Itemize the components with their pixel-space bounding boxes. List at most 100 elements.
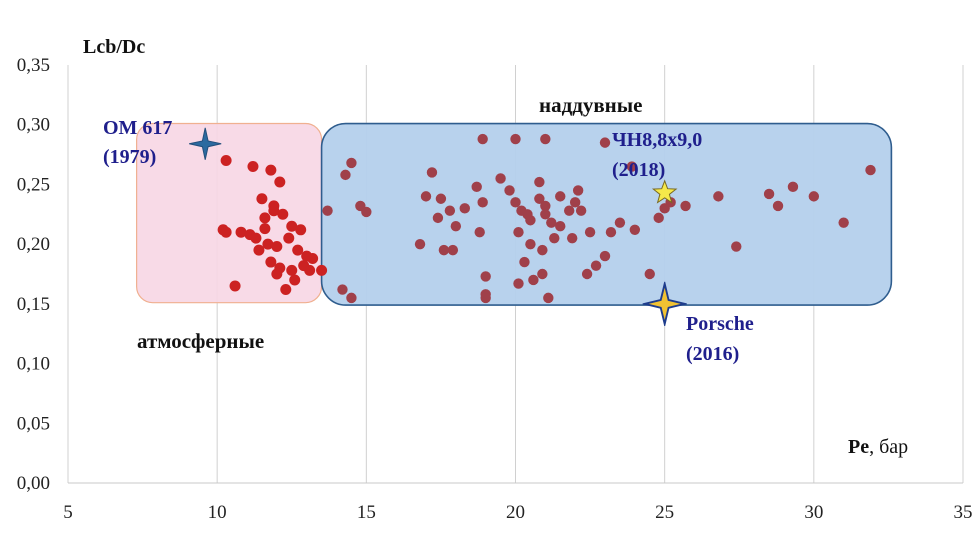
data-point-turbo (504, 185, 515, 196)
data-point-turbo (534, 193, 545, 204)
data-point-turbo (680, 200, 691, 212)
data-point-turbo (337, 284, 348, 295)
data-point-atmospheric (265, 256, 277, 268)
data-point-atmospheric (271, 268, 283, 280)
data-point-turbo (534, 176, 545, 188)
data-point-turbo (546, 217, 557, 228)
data-point-turbo (537, 244, 548, 256)
data-point-turbo (340, 169, 351, 181)
axis-layer: 5 10 15 20 25 30 35 0,00 0,05 0,10 0,15 0,20 0,25 0,3… (17, 55, 973, 523)
data-point-turbo (432, 212, 444, 224)
data-point-atmospheric (235, 226, 247, 238)
y-tick-label: 0,20 (17, 234, 50, 255)
data-point-atmospheric (265, 164, 277, 176)
x-tick-label: 10 (208, 502, 227, 523)
x-axis-title-unit: , бар (869, 436, 908, 458)
data-point-turbo (713, 191, 724, 202)
data-point-turbo (513, 227, 524, 238)
data-point-turbo (566, 232, 578, 244)
data-point-turbo (584, 227, 596, 238)
data-point-atmospheric (268, 205, 280, 217)
x-axis-title: Pe, бар (848, 436, 908, 458)
data-point-atmospheric (250, 232, 262, 244)
data-point-turbo (513, 278, 524, 289)
data-point-atmospheric (280, 284, 292, 296)
engine-label-ch88-name: ЧН8,8х9,0 (612, 129, 702, 151)
data-point-turbo (414, 238, 426, 250)
y-tick-label: 0,35 (17, 55, 50, 76)
data-point-turbo (564, 205, 575, 216)
data-point-turbo (865, 164, 876, 176)
y-axis-title: Lcb/Dc (83, 36, 145, 58)
data-point-turbo (346, 292, 357, 304)
data-point-turbo (653, 212, 664, 224)
data-point-turbo (525, 215, 536, 226)
x-tick-label: 30 (804, 502, 823, 523)
data-point-atmospheric (286, 220, 298, 232)
engine-label-porsche-year: (2016) (686, 343, 739, 365)
data-point-turbo (477, 133, 488, 145)
data-point-atmospheric (271, 241, 283, 253)
data-point-turbo (644, 268, 655, 280)
data-point-atmospheric (274, 176, 286, 188)
data-point-turbo (575, 205, 587, 216)
data-point-turbo (450, 221, 462, 232)
data-point-atmospheric (316, 264, 328, 276)
data-point-atmospheric (307, 252, 319, 264)
data-point-turbo (426, 167, 438, 178)
data-point-atmospheric (277, 208, 289, 220)
y-tick-label: 0,05 (17, 413, 50, 434)
data-point-atmospheric (283, 232, 295, 244)
data-point-atmospheric (292, 244, 304, 256)
marker-layer (189, 127, 687, 327)
data-point-turbo (510, 133, 521, 145)
data-point-atmospheric (220, 226, 232, 238)
data-point-turbo (510, 197, 521, 208)
data-point-atmospheric (220, 155, 232, 167)
data-point-turbo (808, 191, 820, 202)
data-point-atmospheric (256, 193, 268, 205)
data-point-atmospheric (289, 274, 301, 286)
data-point-turbo (346, 157, 357, 169)
engine-label-om617-name: ОМ 617 (103, 117, 172, 139)
x-tick-label: 20 (506, 502, 525, 523)
data-point-turbo (435, 193, 447, 204)
data-point-turbo (537, 268, 548, 280)
data-point-atmospheric (262, 238, 274, 250)
data-point-turbo (772, 200, 784, 212)
data-point-turbo (495, 173, 506, 184)
region-turbo (320, 122, 893, 306)
data-point-turbo (629, 224, 641, 236)
data-point-turbo (626, 161, 638, 172)
data-point-turbo (471, 181, 482, 193)
data-point-turbo (605, 227, 617, 238)
engine-label-porsche-name: Porsche (686, 313, 754, 335)
data-point-turbo (540, 200, 551, 212)
data-point-turbo (361, 206, 372, 218)
data-point-turbo (549, 232, 560, 244)
data-point-atmospheric (304, 264, 316, 276)
data-point-turbo (614, 217, 626, 228)
data-point-turbo (543, 292, 554, 304)
data-point-turbo (763, 188, 775, 200)
y-tick-label: 0,10 (17, 354, 50, 375)
data-point-turbo (555, 191, 566, 202)
data-point-atmospheric (259, 212, 271, 224)
data-point-turbo (438, 244, 450, 256)
data-point-turbo (581, 268, 593, 280)
data-point-turbo (420, 191, 432, 202)
y-tick-label: 0,25 (17, 174, 50, 195)
x-tick-label: 25 (655, 502, 674, 523)
data-point-turbo (447, 244, 459, 256)
y-tick-label: 0,15 (17, 294, 50, 315)
data-point-turbo (555, 221, 566, 232)
x-tick-label: 5 (63, 502, 73, 523)
data-point-atmospheric (259, 223, 271, 235)
data-point-turbo (444, 205, 456, 216)
y-tick-label: 0,00 (17, 473, 50, 494)
data-point-turbo (540, 209, 551, 220)
marker-porsche (648, 287, 681, 320)
data-point-atmospheric (229, 280, 241, 292)
region-label-turbo: наддувные (539, 93, 643, 117)
data-point-turbo (787, 181, 799, 193)
